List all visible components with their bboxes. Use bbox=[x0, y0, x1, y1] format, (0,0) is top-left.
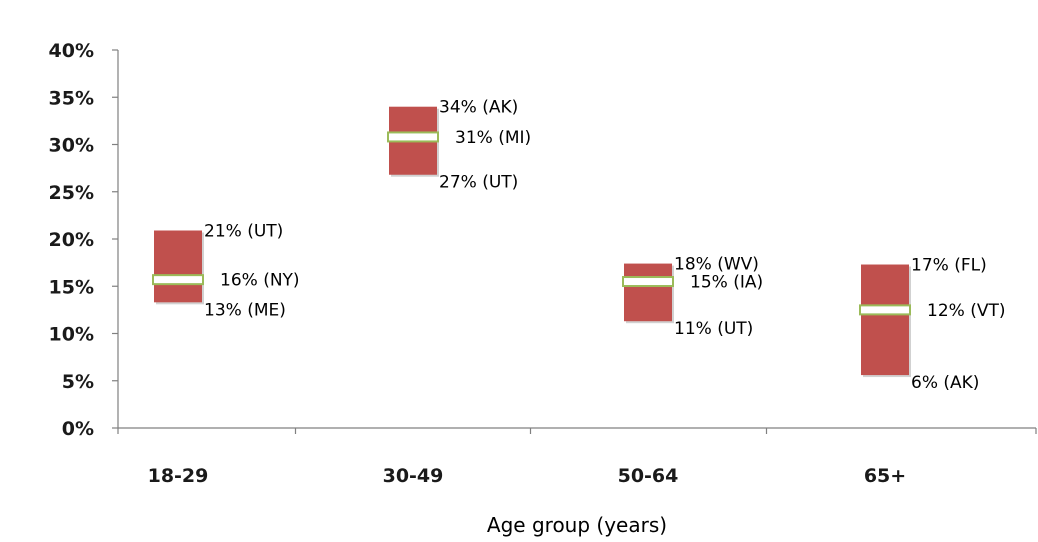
y-tick-label: 40% bbox=[49, 40, 94, 62]
low-value-label: 11% (UT) bbox=[674, 319, 753, 339]
y-tick-label: 20% bbox=[49, 229, 94, 251]
x-category-label: 50-64 bbox=[618, 465, 679, 487]
x-axis-ticks: 18-29 30-49 50-64 65+ bbox=[117, 428, 1037, 487]
high-value-label: 21% (UT) bbox=[204, 221, 283, 241]
low-value-label: 13% (ME) bbox=[204, 300, 286, 320]
y-tick-label: 35% bbox=[49, 87, 94, 109]
median-value-label: 15% (IA) bbox=[690, 273, 763, 293]
median-value-label: 12% (VT) bbox=[927, 301, 1005, 321]
range-bar bbox=[154, 230, 202, 303]
y-tick-label: 10% bbox=[49, 324, 94, 346]
y-axis-ticks: 0% 5% 10% 15% 20% 25% 30% 35% 40% bbox=[49, 40, 118, 440]
high-value-label: 18% (WV) bbox=[674, 255, 759, 275]
low-value-label: 6% (AK) bbox=[911, 373, 979, 393]
y-tick-label: 15% bbox=[49, 276, 94, 298]
median-value-label: 31% (MI) bbox=[455, 128, 531, 148]
x-axis-title: Age group (years) bbox=[487, 513, 667, 537]
median-marker bbox=[622, 276, 674, 288]
median-marker bbox=[152, 274, 204, 286]
median-marker bbox=[387, 131, 439, 143]
median-value-label: 16% (NY) bbox=[220, 271, 300, 291]
x-category-label: 30-49 bbox=[383, 465, 444, 487]
x-category-label: 65+ bbox=[864, 465, 906, 487]
x-category-label: 18-29 bbox=[148, 465, 209, 487]
y-tick-label: 25% bbox=[49, 182, 94, 204]
y-tick-label: 5% bbox=[62, 371, 94, 393]
low-value-label: 27% (UT) bbox=[439, 173, 518, 193]
y-tick-label: 30% bbox=[49, 135, 94, 157]
high-value-label: 17% (FL) bbox=[911, 256, 987, 276]
range-bar bbox=[624, 263, 672, 322]
bars-layer bbox=[152, 106, 911, 378]
median-marker bbox=[859, 304, 911, 316]
y-tick-label: 0% bbox=[62, 418, 94, 440]
range-bar bbox=[861, 264, 909, 376]
high-value-label: 34% (AK) bbox=[439, 98, 518, 118]
data-labels-layer: 21% (UT) 16% (NY) 13% (ME) 34% (AK) 31% (MI)… bbox=[204, 98, 1005, 393]
